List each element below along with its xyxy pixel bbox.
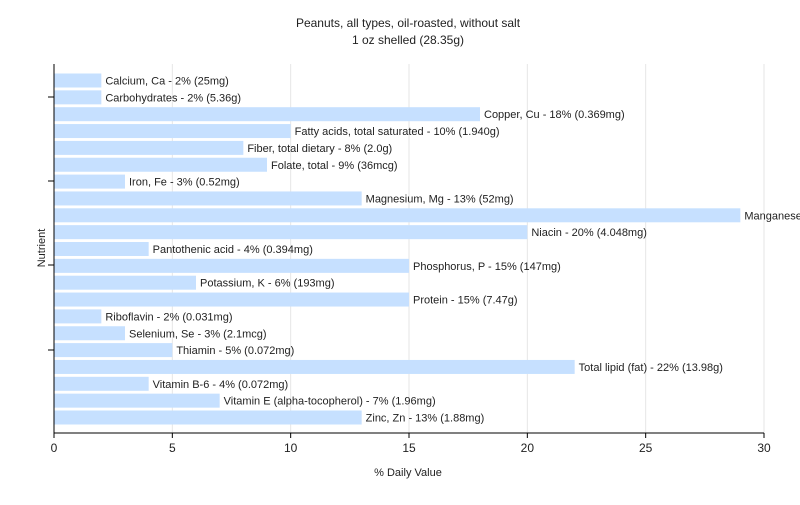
data-label: Magnesium, Mg - 13% (52mg) <box>366 193 514 205</box>
bar <box>54 275 196 290</box>
bar <box>54 292 409 307</box>
bar <box>54 309 102 324</box>
bar <box>54 326 125 341</box>
data-label: Selenium, Se - 3% (2.1mcg) <box>129 328 267 340</box>
bar <box>54 107 480 122</box>
data-label: Total lipid (fat) - 22% (13.98g) <box>579 362 723 374</box>
data-label: Riboflavin - 2% (0.031mg) <box>105 311 232 323</box>
bar <box>54 208 741 223</box>
bar <box>54 174 125 189</box>
data-label: Protein - 15% (7.47g) <box>413 295 518 307</box>
data-label: Iron, Fe - 3% (0.52mg) <box>129 177 240 189</box>
bar <box>54 191 362 206</box>
x-tick-label: 0 <box>51 441 58 455</box>
data-label: Potassium, K - 6% (193mg) <box>200 278 335 290</box>
data-label: Carbohydrates - 2% (5.36g) <box>105 92 241 104</box>
axis-layer: 0 5 10 15 20 25 30 <box>48 64 771 455</box>
bar <box>54 124 291 139</box>
data-label: Zinc, Zn - 13% (1.88mg) <box>366 413 485 425</box>
data-label: Folate, total - 9% (36mcg) <box>271 160 398 172</box>
data-label: Calcium, Ca - 2% (25mg) <box>105 76 228 88</box>
bar <box>54 343 173 358</box>
bar <box>54 157 267 172</box>
x-tick-label: 25 <box>639 441 653 455</box>
bar <box>54 359 575 374</box>
x-tick-label: 20 <box>521 441 535 455</box>
y-axis-label: Nutrient <box>36 229 48 268</box>
bar <box>54 242 149 256</box>
x-tick-label: 5 <box>169 441 176 455</box>
data-label: Copper, Cu - 18% (0.369mg) <box>484 109 625 121</box>
bar <box>54 376 149 391</box>
chart-title: Peanuts, all types, oil-roasted, without… <box>296 16 521 30</box>
bar <box>54 73 102 88</box>
data-label: Vitamin E (alpha-tocopherol) - 7% (1.96m… <box>224 396 436 408</box>
x-axis-label: % Daily Value <box>374 467 442 479</box>
x-tick-label: 30 <box>757 441 771 455</box>
x-tick-label: 15 <box>402 441 416 455</box>
x-tick-label: 10 <box>284 441 298 455</box>
bar <box>54 258 409 273</box>
bar <box>54 410 362 425</box>
data-label: Fiber, total dietary - 8% (2.0g) <box>247 143 392 155</box>
data-label: Manganese, Mn - 29% (0.585mg) <box>744 210 800 222</box>
data-label: Vitamin B-6 - 4% (0.072mg) <box>153 379 289 391</box>
chart-subtitle: 1 oz shelled (28.35g) <box>352 33 464 47</box>
bar-layer: Calcium, Ca - 2% (25mg) Carbohydrates - 2… <box>54 73 800 425</box>
bar <box>54 90 102 105</box>
data-label: Phosphorus, P - 15% (147mg) <box>413 261 561 273</box>
data-label: Fatty acids, total saturated - 10% (1.94… <box>295 126 500 138</box>
bar <box>54 225 528 240</box>
bar <box>54 140 244 155</box>
data-label: Thiamin - 5% (0.072mg) <box>176 345 294 357</box>
data-label: Niacin - 20% (4.048mg) <box>531 227 647 239</box>
data-label: Pantothenic acid - 4% (0.394mg) <box>153 244 313 256</box>
bar <box>54 393 220 408</box>
